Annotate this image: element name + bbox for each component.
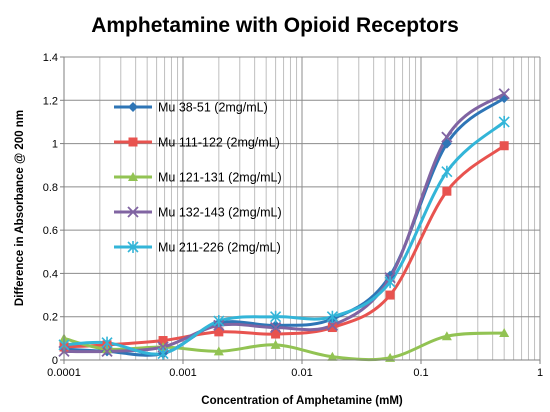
data-point bbox=[441, 331, 452, 341]
legend-label: Mu 121-131 (2mg/mL) bbox=[158, 171, 282, 185]
data-point bbox=[213, 315, 225, 328]
x-tick-label: 0.001 bbox=[169, 367, 197, 379]
y-tick-label: 1 bbox=[52, 139, 58, 151]
legend-label: Mu 132-143 (2mg/mL) bbox=[158, 206, 282, 220]
data-point bbox=[157, 347, 169, 360]
y-tick-label: 0 bbox=[52, 355, 58, 367]
data-point bbox=[384, 276, 396, 289]
data-point bbox=[498, 88, 510, 100]
x-tick-label: 0.1 bbox=[413, 367, 428, 379]
data-point bbox=[128, 137, 138, 147]
y-tick-label: 0.6 bbox=[43, 225, 58, 237]
data-point bbox=[442, 186, 452, 196]
data-point bbox=[327, 323, 337, 333]
data-point bbox=[499, 327, 510, 337]
series-line bbox=[63, 96, 506, 357]
y-tick-label: 0.2 bbox=[43, 312, 58, 324]
data-point bbox=[158, 336, 168, 346]
y-tick-label: 0.4 bbox=[43, 268, 58, 280]
data-point bbox=[270, 339, 281, 349]
data-point bbox=[270, 310, 282, 323]
x-tick-label: 1 bbox=[537, 367, 543, 379]
data-point bbox=[101, 336, 113, 349]
data-point bbox=[213, 346, 224, 356]
data-point bbox=[498, 115, 510, 128]
data-point bbox=[326, 319, 339, 332]
data-point bbox=[214, 327, 224, 337]
series-line bbox=[63, 92, 506, 354]
data-point bbox=[499, 141, 509, 151]
legend-label: Mu 111-122 (2mg/mL) bbox=[158, 136, 280, 150]
y-tick-label: 0.8 bbox=[43, 182, 58, 194]
data-point bbox=[269, 321, 282, 334]
data-point bbox=[128, 172, 138, 181]
data-point bbox=[441, 165, 453, 178]
data-point bbox=[385, 270, 396, 281]
data-point bbox=[128, 102, 138, 112]
data-point bbox=[385, 290, 395, 300]
series-line bbox=[63, 120, 506, 356]
y-tick-label: 1.2 bbox=[43, 95, 58, 107]
chart-title: Amphetamine with Opioid Receptors bbox=[91, 14, 459, 37]
data-point bbox=[327, 351, 338, 361]
legend: Mu 38-51 (2mg/mL) Mu 111-122 (2mg/mL) Mu 1… bbox=[114, 101, 282, 255]
x-tick-label: 0.0001 bbox=[47, 367, 81, 379]
data-point bbox=[441, 131, 453, 143]
series-line bbox=[63, 144, 506, 349]
x-axis-label: Concentration of Amphetamine (mM) bbox=[201, 395, 403, 407]
data-point bbox=[101, 345, 113, 357]
y-axis-label: Difference in Absorbance @ 200 nm bbox=[14, 110, 26, 306]
legend-label: Mu 211-226 (2mg/mL) bbox=[158, 241, 281, 255]
data-point bbox=[271, 329, 281, 339]
data-point bbox=[326, 310, 338, 323]
data-point bbox=[441, 138, 452, 149]
data-point bbox=[127, 206, 139, 218]
x-tick-label: 0.01 bbox=[291, 367, 312, 379]
y-tick-label: 1.4 bbox=[43, 52, 58, 64]
data-point bbox=[127, 241, 139, 253]
legend-label: Mu 38-51 (2mg/mL) bbox=[158, 101, 268, 115]
data-point bbox=[270, 320, 281, 331]
axes: 0.0001 0.001 0.01 0.1 1 0 0.2 0.4 0.6 0.8 1 1.2 1.4 bbox=[43, 52, 543, 379]
